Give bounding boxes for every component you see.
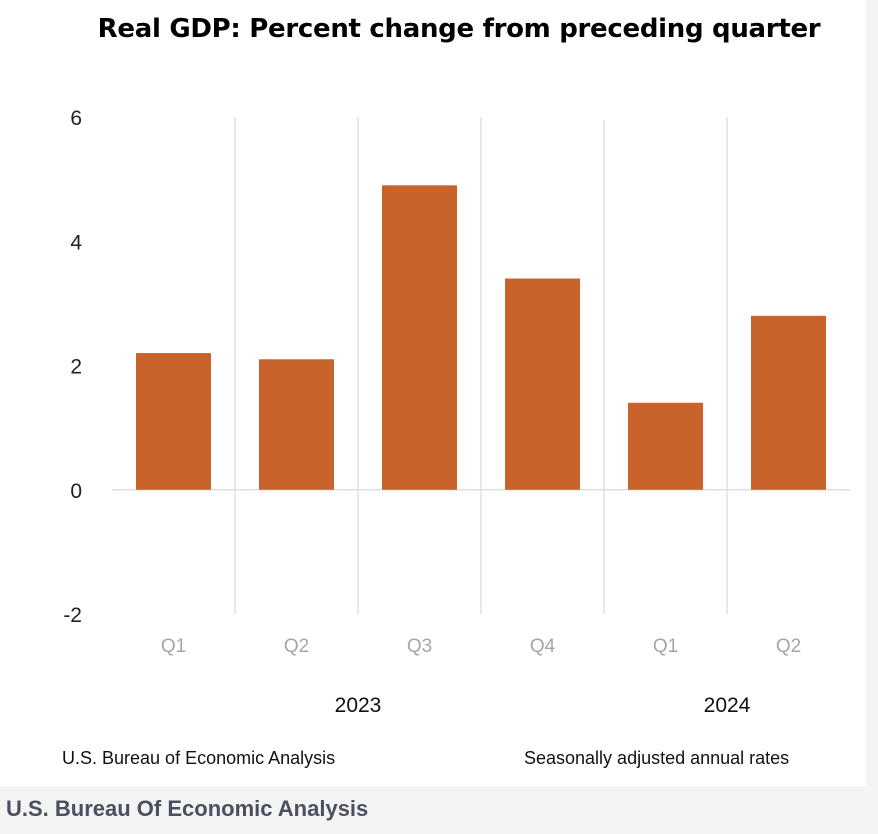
y-tick-label: 6 — [70, 107, 82, 130]
x-tick-label: Q1 — [653, 636, 678, 657]
y-tick-label: -2 — [63, 604, 82, 627]
bar — [136, 353, 211, 490]
rates-note: Seasonally adjusted annual rates — [524, 748, 790, 768]
y-tick-label: 0 — [70, 480, 82, 503]
y-tick-label: 4 — [70, 231, 82, 254]
image-caption: U.S. Bureau Of Economic Analysis — [6, 796, 369, 821]
x-tick-label: Q4 — [530, 636, 556, 657]
x-tick-label: Q3 — [407, 636, 432, 657]
bar — [505, 278, 580, 490]
y-tick-label: 2 — [70, 356, 82, 379]
x-tick-label: Q2 — [776, 636, 801, 657]
bar-chart: 6 4 2 0 -2 Q1 Q2 Q3 Q4 Q1 Q2 2023 2024 — [63, 107, 850, 717]
bar — [382, 185, 457, 490]
bar — [751, 315, 826, 490]
source-note: U.S. Bureau of Economic Analysis — [62, 748, 336, 768]
chart-card: Real GDP: Percent change from preceding … — [0, 0, 866, 786]
bar — [259, 359, 334, 490]
x-tick-label: Q1 — [161, 636, 186, 657]
chart-title: Real GDP: Percent change from preceding … — [97, 14, 821, 44]
year-group-label: 2023 — [335, 694, 382, 717]
bar — [628, 402, 703, 490]
year-group-label: 2024 — [704, 694, 751, 717]
x-tick-label: Q2 — [284, 636, 309, 657]
